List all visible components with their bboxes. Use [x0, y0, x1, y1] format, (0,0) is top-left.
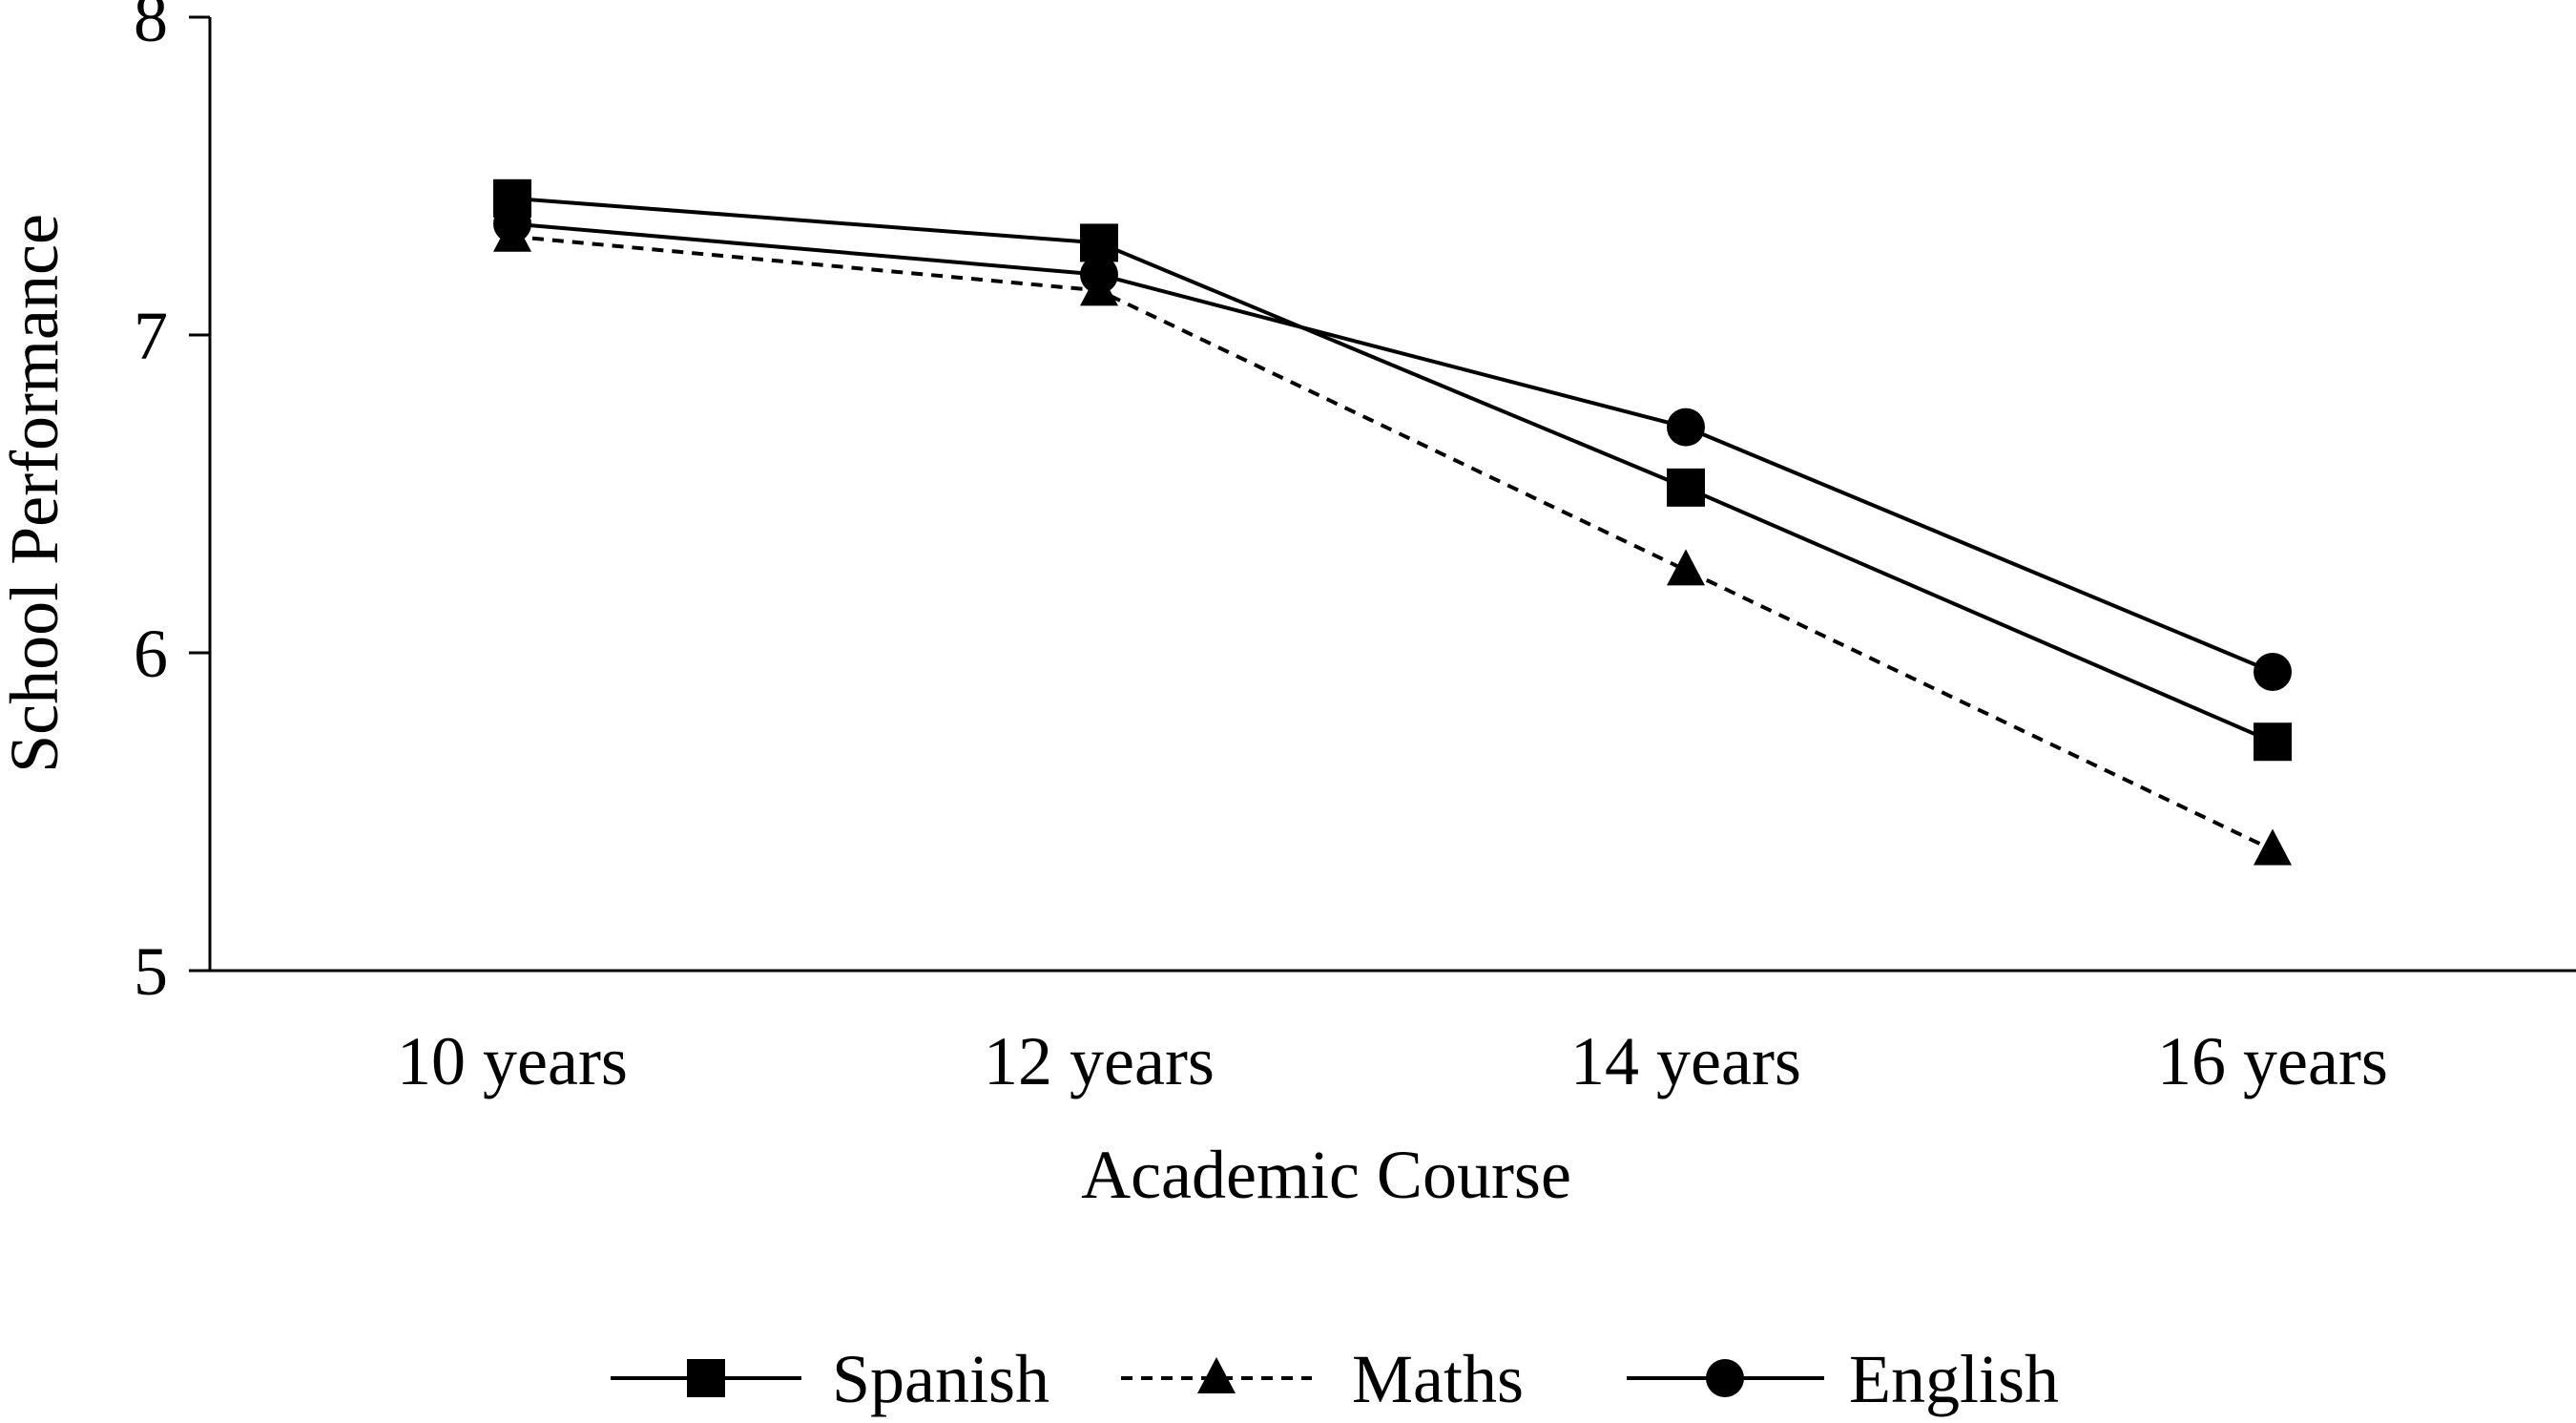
legend: Spanish Maths English	[611, 1341, 2059, 1417]
x-axis-title: Academic Course	[1081, 1137, 1571, 1213]
legend-label: Spanish	[832, 1341, 1049, 1417]
y-axis-title: School Performance	[0, 214, 73, 773]
series-maths	[493, 215, 2292, 866]
legend-marker	[1706, 1359, 1744, 1397]
x-tick-label: 12 years	[984, 1023, 1215, 1099]
data-point-english	[1667, 408, 1705, 447]
y-tick-label: 6	[134, 616, 168, 692]
y-tick-label: 8	[134, 0, 168, 56]
x-tick-label: 10 years	[397, 1023, 628, 1099]
legend-marker	[1197, 1357, 1236, 1393]
axes	[189, 17, 2576, 973]
y-ticks: 5 6 7 8	[134, 0, 210, 1010]
data-point-maths	[1667, 549, 1705, 586]
data-point-spanish	[2254, 722, 2292, 762]
data-point-english	[2254, 652, 2292, 691]
legend-label: Maths	[1352, 1341, 1524, 1417]
legend-marker	[687, 1359, 725, 1397]
y-tick-label: 7	[134, 298, 168, 374]
legend-item-maths: Maths	[1121, 1341, 1524, 1417]
series-line-maths	[511, 234, 2274, 852]
series-english	[493, 204, 2292, 691]
y-tick-label: 5	[134, 933, 168, 1010]
data-point-maths	[2254, 828, 2292, 866]
series-layer	[493, 178, 2292, 866]
data-point-english	[493, 204, 531, 243]
data-point-spanish	[1667, 468, 1705, 507]
series-spanish	[493, 178, 2292, 762]
series-line-spanish	[511, 196, 2274, 744]
series-line-english	[511, 221, 2274, 674]
legend-item-english: English	[1627, 1341, 2059, 1417]
legend-item-spanish: Spanish	[611, 1341, 1049, 1417]
legend-label: English	[1849, 1341, 2059, 1417]
x-tick-label: 16 years	[2157, 1023, 2388, 1099]
data-point-english	[1080, 255, 1118, 294]
x-ticks: 10 years 12 years 14 years 16 years	[397, 1023, 2388, 1099]
x-tick-label: 14 years	[1570, 1023, 1801, 1099]
